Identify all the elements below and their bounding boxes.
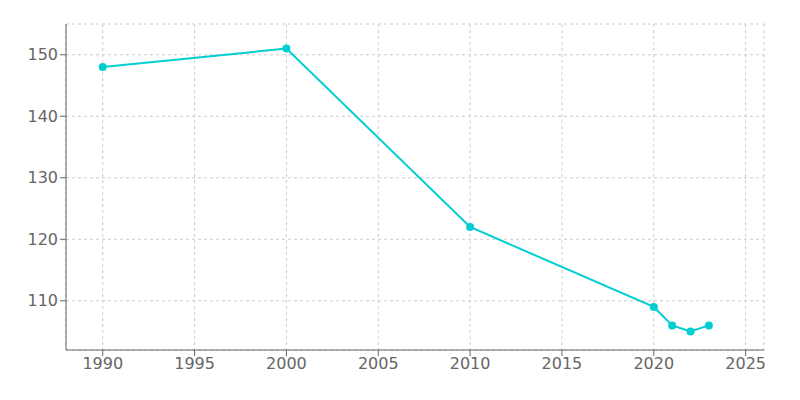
svg-text:140: 140 <box>27 107 58 126</box>
svg-text:2005: 2005 <box>358 354 399 373</box>
svg-text:120: 120 <box>27 230 58 249</box>
svg-text:2015: 2015 <box>542 354 583 373</box>
svg-text:110: 110 <box>27 291 58 310</box>
svg-text:1990: 1990 <box>82 354 123 373</box>
svg-text:150: 150 <box>27 45 58 64</box>
svg-text:1995: 1995 <box>174 354 215 373</box>
svg-text:2010: 2010 <box>450 354 491 373</box>
svg-text:130: 130 <box>27 168 58 187</box>
svg-text:2025: 2025 <box>725 354 766 373</box>
svg-text:2020: 2020 <box>633 354 674 373</box>
svg-text:2000: 2000 <box>266 354 307 373</box>
